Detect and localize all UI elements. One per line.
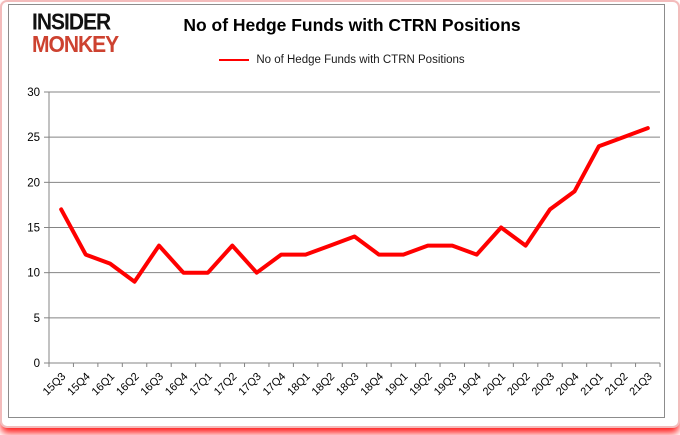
x-axis-label: 21Q3: [627, 371, 655, 399]
legend-label: No of Hedge Funds with CTRN Positions: [256, 54, 465, 66]
x-axis-label: 18Q3: [334, 371, 362, 399]
x-axis-label: 16Q1: [90, 371, 118, 399]
logo-line-insider: INSIDER: [32, 9, 111, 35]
x-axis-label: 20Q1: [481, 371, 509, 399]
x-axis-label: 16Q2: [114, 371, 142, 399]
x-axis-label: 17Q4: [261, 371, 289, 399]
x-axis-label: 19Q1: [383, 371, 411, 399]
chart-inner-border: [8, 4, 665, 418]
legend-line-swatch: [219, 59, 250, 61]
y-axis-label: 0: [34, 358, 40, 370]
y-axis-label: 15: [27, 223, 40, 235]
x-axis-label: 16Q4: [163, 371, 191, 399]
y-axis-label: 20: [27, 177, 40, 189]
x-axis-label: 20Q3: [530, 371, 558, 399]
chart-legend: No of Hedge Funds with CTRN Positions: [2, 54, 680, 66]
x-axis-label: 18Q4: [359, 371, 387, 399]
x-axis-label: 19Q2: [407, 371, 435, 399]
x-axis-label: 18Q1: [285, 371, 313, 399]
x-axis-label: 15Q4: [65, 371, 93, 399]
chart-title: No of Hedge Funds with CTRN Positions: [183, 15, 521, 35]
x-axis-label: 21Q1: [578, 371, 606, 399]
y-axis-label: 10: [27, 268, 40, 280]
logo-line-monkey: MONKEY: [32, 32, 119, 58]
x-axis-label: 16Q3: [139, 371, 167, 399]
y-axis-label: 5: [34, 313, 40, 325]
x-axis-label: 19Q4: [456, 371, 484, 399]
x-axis-label: 15Q3: [41, 371, 69, 399]
y-axis-label: 30: [27, 87, 40, 99]
x-axis-label: 20Q4: [554, 371, 582, 399]
y-axis-label: 25: [27, 132, 40, 144]
x-axis-label: 20Q2: [505, 371, 533, 399]
x-axis-label: 19Q3: [432, 371, 460, 399]
x-axis-label: 17Q3: [236, 371, 264, 399]
x-axis-label: 17Q1: [187, 371, 215, 399]
x-axis-label: 21Q2: [603, 371, 631, 399]
data-series-line: [59, 126, 650, 284]
insider-monkey-logo: INSIDER MONKEY: [32, 9, 119, 58]
x-axis-label: 17Q2: [212, 371, 240, 399]
x-axis-label: 18Q2: [310, 371, 338, 399]
